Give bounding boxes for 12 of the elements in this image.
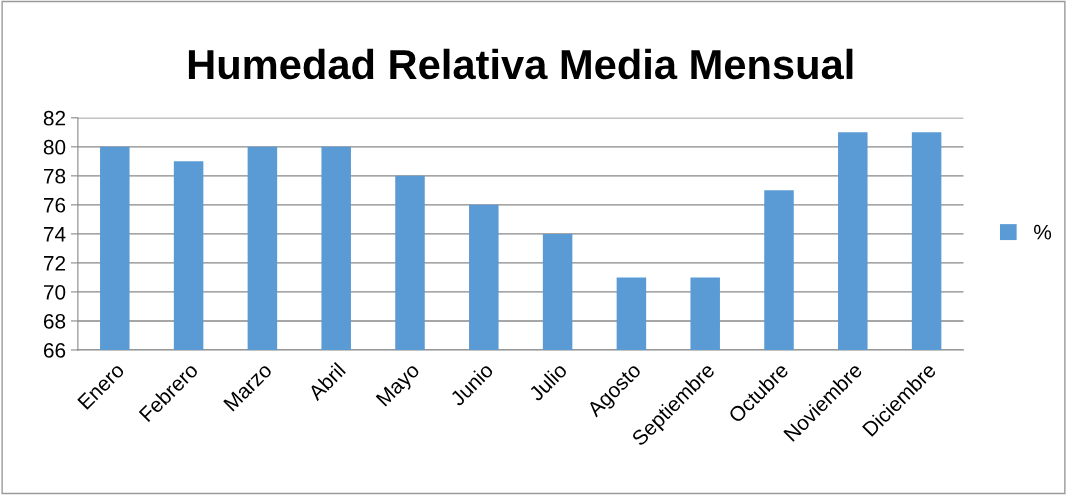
y-tick-label: 76	[43, 197, 66, 213]
chart-title: Humedad Relativa Media Mensual	[188, 48, 853, 80]
y-tick-label: 70	[43, 284, 66, 300]
y-tick-label: 72	[43, 255, 66, 271]
x-tick-label: Julio	[527, 361, 568, 402]
y-tick-label: 66	[43, 342, 66, 358]
y-tick-label: 74	[43, 227, 66, 242]
y-tick-label: 68	[43, 313, 66, 329]
legend-label: %	[1034, 224, 1052, 240]
y-tick-label: 80	[43, 139, 66, 155]
y-tick-label: 82	[43, 110, 66, 126]
y-tick-label: 78	[43, 168, 66, 184]
